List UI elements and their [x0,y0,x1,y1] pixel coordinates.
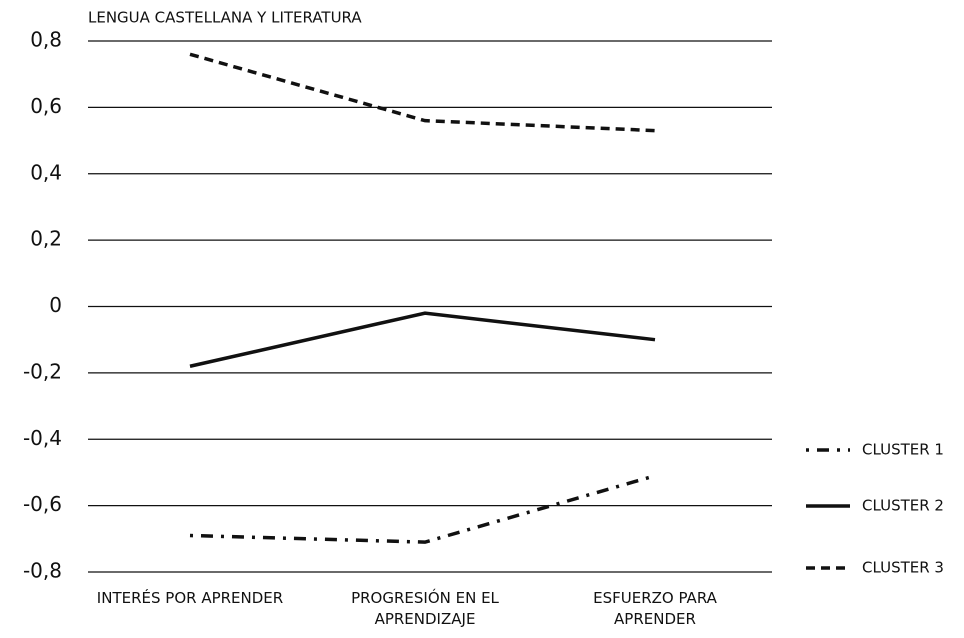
y-tick-label: -0,2 [23,359,62,383]
y-tick-label: 0,4 [30,160,62,184]
x-tick-label: ESFUERZO PARA APRENDER [593,589,717,628]
x-tick-label: PROGRESIÓN EN EL APRENDIZAJE [351,589,499,628]
y-tick-label: 0,2 [30,227,62,251]
y-tick-label: 0,8 [30,28,62,52]
legend-label: CLUSTER 1 [862,441,944,459]
series-line [189,52,656,133]
y-tick-label: -0,4 [23,426,62,450]
legend-label: CLUSTER 3 [862,559,944,577]
legend-label: CLUSTER 2 [862,497,944,515]
chart-title: LENGUA CASTELLANA Y LITERATURA [88,9,362,27]
y-tick-label: 0 [49,293,62,317]
y-tick-label: -0,8 [23,559,62,583]
series-line [189,474,656,544]
y-tick-label: 0,6 [30,94,62,118]
y-tick-label: -0,6 [23,492,62,516]
x-tick-label: INTERÉS POR APRENDER [96,589,284,607]
series-line [189,311,656,368]
